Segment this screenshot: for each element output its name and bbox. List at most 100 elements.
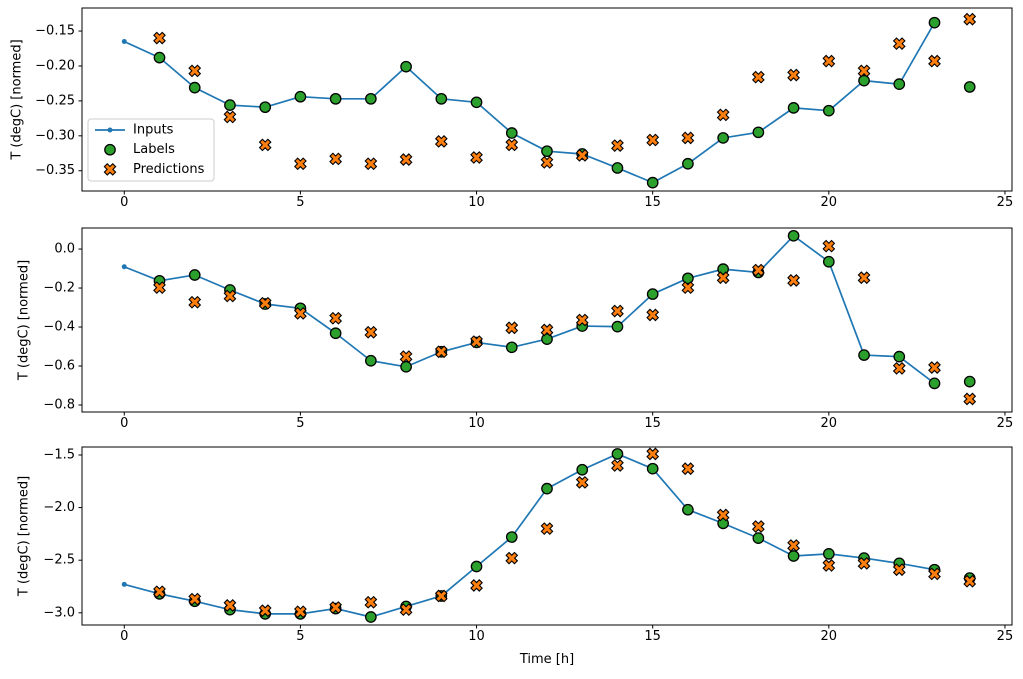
predictions-x-marker (434, 589, 448, 603)
predictions-x-marker (258, 604, 272, 618)
predictions-x-marker (329, 601, 343, 614)
labels-circle-marker (682, 272, 694, 285)
x-tick-label: 15 (644, 195, 661, 210)
predictions-x-marker (364, 325, 378, 339)
predictions-x-marker (329, 311, 343, 325)
labels-circle-marker (611, 448, 624, 460)
predictions-x-marker (470, 335, 483, 349)
y-tick-label: −0.20 (35, 58, 75, 73)
labels-circle-marker (505, 531, 518, 543)
predictions-x-marker (540, 155, 554, 169)
y-tick-label: −0.25 (35, 93, 75, 108)
labels-circle-marker (505, 341, 518, 354)
y-tick-label: −0.6 (43, 359, 75, 374)
labels-circle-marker (646, 462, 659, 475)
predictions-x-marker (892, 37, 906, 51)
labels-circle-marker (822, 104, 835, 117)
labels-legend-marker (104, 143, 116, 156)
predictions-x-marker (611, 139, 624, 152)
labels-circle-marker (329, 327, 342, 340)
predictions-x-marker (399, 350, 413, 364)
predictions-x-marker (258, 296, 272, 310)
predictions-x-marker (751, 70, 765, 84)
predictions-x-marker (681, 131, 695, 145)
x-tick-label: 20 (821, 416, 838, 431)
x-tick-label: 0 (120, 195, 128, 210)
y-tick-label: −0.8 (43, 397, 75, 412)
legend: Inputs Labels Predictions (87, 118, 215, 182)
labels-circle-marker (224, 99, 236, 111)
labels-circle-marker (541, 482, 553, 495)
labels-circle-marker (682, 503, 694, 516)
labels-circle-marker (611, 320, 624, 333)
predictions-x-marker (188, 592, 202, 606)
predictions-x-marker (822, 54, 836, 68)
labels-circle-marker (822, 255, 835, 268)
labels-circle-marker (400, 60, 412, 73)
y-tick-label: −0.30 (35, 128, 75, 143)
x-tick-label: 25 (997, 416, 1014, 431)
subplot-3: 0 5 10 15 20 25 −1.5 −2.0 −2.5 −3.0 T (degC) [norm… (17, 446, 1013, 667)
predictions-x-marker (928, 361, 941, 374)
plot-area (81, 446, 1013, 626)
subplot-2: 0 5 10 15 20 25 0.0 −0.2 −0.4 −0.6 −0.8 T (degC) [n… (17, 227, 1014, 431)
predictions-x-marker (751, 263, 765, 277)
x-tick-label: 10 (468, 195, 485, 210)
x-tick-label: 0 (120, 629, 128, 644)
predictions-x-marker (470, 579, 483, 592)
predictions-x-marker (857, 556, 871, 570)
predictions-x-marker (963, 12, 977, 26)
labels-circle-marker (188, 269, 201, 281)
predictions-x-marker (575, 475, 589, 489)
x-tick-label: 5 (296, 195, 304, 210)
labels-circle-marker (963, 375, 976, 388)
x-tick-label: 5 (296, 629, 304, 644)
inputs-legend-marker (107, 127, 113, 133)
subplot-1: 0 5 10 15 20 25 −0.15 −0.20 −0.25 −0.30 −0.35 T (de… (10, 7, 1014, 210)
predictions-x-marker (434, 135, 448, 148)
y-tick-label: −2.0 (43, 500, 75, 515)
predictions-x-marker (294, 605, 307, 619)
predictions-x-marker (928, 54, 941, 68)
predictions-x-marker (153, 585, 166, 599)
x-tick-label: 10 (468, 416, 485, 431)
predictions-x-marker (364, 595, 378, 609)
labels-circle-marker (893, 350, 906, 363)
labels-circle-marker (329, 92, 342, 105)
predictions-x-marker (787, 68, 800, 82)
labels-circle-marker (576, 463, 589, 476)
legend-box (87, 118, 215, 182)
labels-circle-marker (470, 560, 483, 573)
predictions-x-marker (364, 157, 378, 171)
predictions-x-marker (646, 133, 660, 147)
labels-circle-marker (294, 90, 307, 103)
y-tick-label: −0.4 (43, 320, 75, 335)
labels-circle-marker (717, 132, 729, 144)
labels-circle-marker (435, 92, 448, 105)
labels-circle-marker (858, 349, 870, 361)
labels-circle-marker (752, 126, 765, 139)
inputs-point-marker (121, 581, 127, 587)
x-tick-label: 20 (821, 195, 838, 210)
predictions-x-marker (399, 603, 413, 617)
predictions-x-marker (681, 281, 695, 295)
x-tick-label: 0 (120, 416, 128, 431)
predictions-legend-marker (103, 163, 117, 176)
predictions-x-marker (223, 289, 237, 303)
x-tick-label: 25 (997, 195, 1014, 210)
inputs-point-marker (121, 39, 127, 45)
labels-circle-marker (787, 229, 800, 242)
labels-circle-marker (505, 127, 518, 139)
predictions-x-marker (153, 281, 166, 295)
legend-item-label: Labels (133, 142, 175, 157)
labels-circle-marker (928, 377, 941, 390)
x-tick-label: 10 (468, 629, 485, 644)
predictions-x-marker (611, 304, 624, 318)
plot-area (81, 227, 1013, 413)
predictions-x-marker (963, 392, 977, 406)
y-axis-label: T (degC) [normed] (17, 476, 32, 597)
x-tick-label: 20 (821, 629, 838, 644)
predictions-x-marker (963, 574, 977, 588)
labels-circle-marker (787, 550, 800, 562)
